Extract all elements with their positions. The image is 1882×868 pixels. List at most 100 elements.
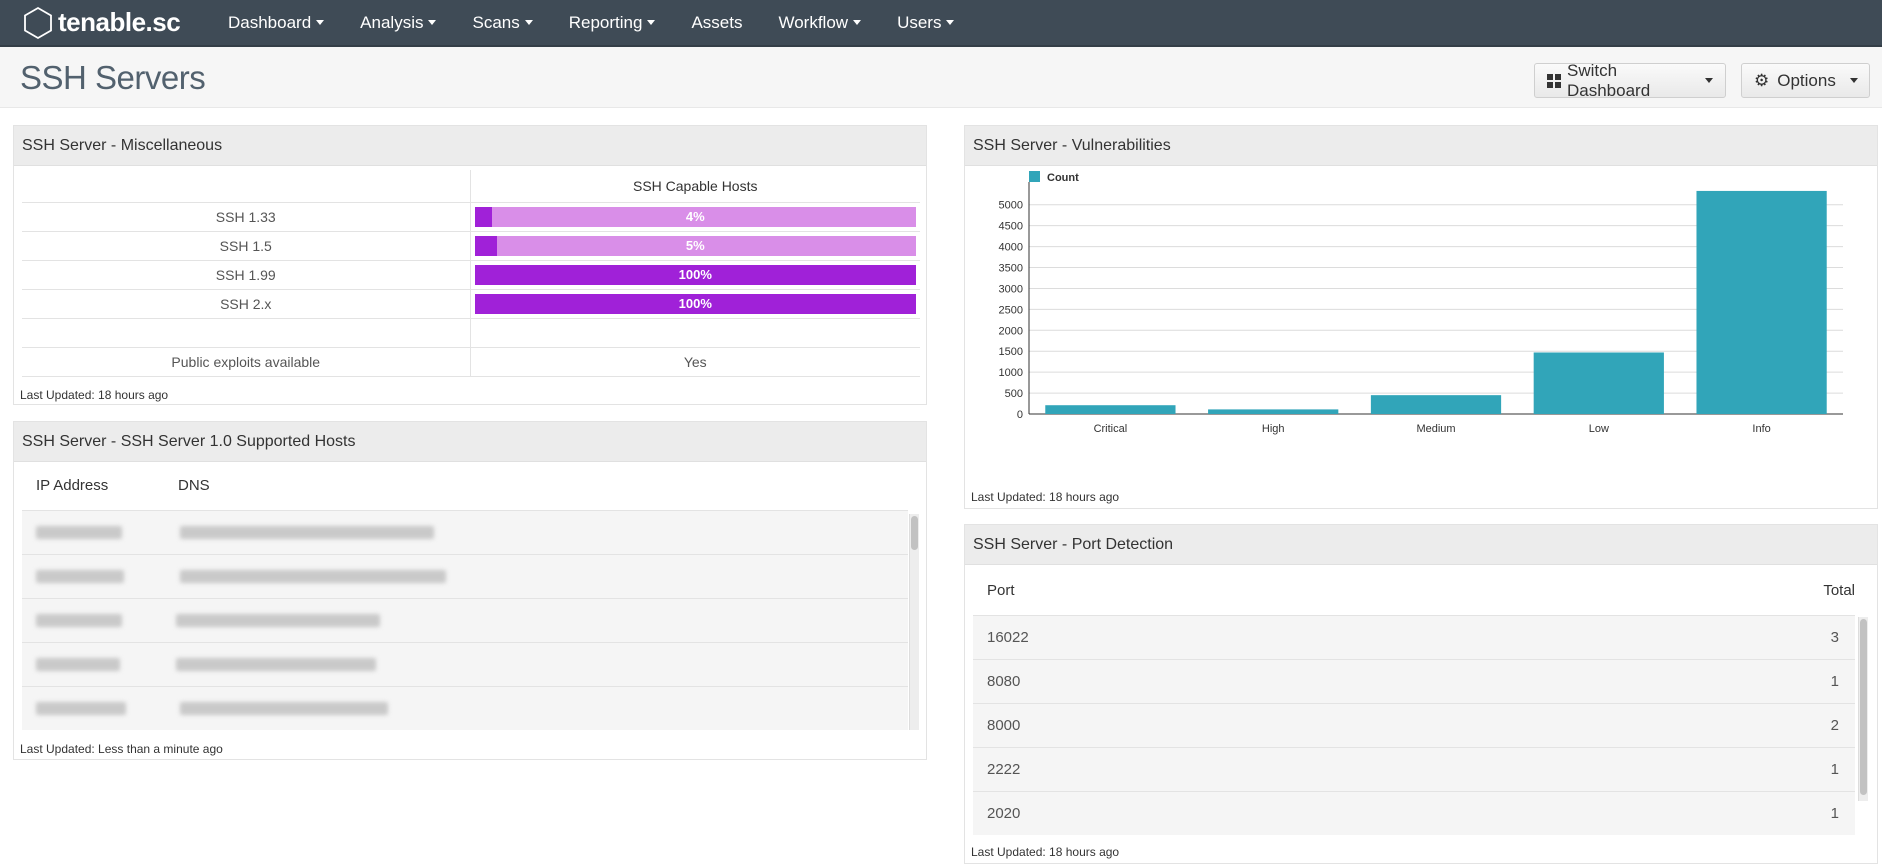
percent-bar: 100% [474,264,916,285]
chevron-down-icon [316,20,325,25]
panel-title: SSH Server - Vulnerabilities [965,126,1877,166]
total-header[interactable]: Total [1823,582,1855,599]
port-header[interactable]: Port [987,582,1015,599]
switch-dashboard-button[interactable]: Switch Dashboard [1534,61,1726,100]
tenable-logo[interactable]: tenable.sc [20,0,198,46]
hosts-scrollbar[interactable] [909,514,919,730]
y-tick-label: 5000 [999,200,1023,212]
ssh-version-label: SSH 1.33 [22,202,471,232]
percent-bar-fill [474,264,916,285]
options-button[interactable]: ⚙ Options [1741,63,1870,98]
bar-high [1208,409,1339,414]
exploits-value: Yes [470,347,920,377]
page-title: SSH Servers [20,59,206,96]
table-row[interactable]: 8080 1 [973,659,1855,703]
scrollbar-thumb[interactable] [911,516,918,550]
redacted-ip [36,658,120,671]
port-value: 8080 [987,673,1021,690]
nav-workflow[interactable]: Workflow [760,0,879,46]
total-value: 1 [1830,805,1839,822]
vulnerabilities-bar-chart: 0 500 1000 1500 2000 2500 3000 3500 4000 4500 5000… [999,171,1843,435]
nav-analysis[interactable]: Analysis [342,0,454,46]
nav-analysis-label: Analysis [360,12,424,32]
redacted-ip [36,570,124,583]
nav-dashboard-label: Dashboard [228,12,312,32]
table-row[interactable] [22,686,908,730]
nav-users-label: Users [897,12,942,32]
redacted-dns [180,526,434,539]
x-tick-label: Critical [1094,423,1128,435]
y-tick-label: 0 [1017,409,1023,421]
port-scrollbar[interactable] [1858,617,1868,801]
ssh-version-label: SSH 1.5 [22,231,471,261]
table-row[interactable]: 2020 1 [973,791,1855,835]
chevron-down-icon [647,20,656,25]
dns-header[interactable]: DNS [178,477,210,494]
panel-title: SSH Server - Port Detection [965,525,1877,565]
table-row[interactable]: SSH 1.99 100% [22,260,920,290]
bar-low [1533,352,1664,414]
scrollbar-thumb[interactable] [1860,619,1867,795]
ssh-version-label: SSH 2.x [22,289,471,319]
total-value: 1 [1830,761,1839,778]
table-row[interactable]: 2222 1 [973,747,1855,791]
percent-label: 4% [685,208,705,224]
nav-reporting[interactable]: Reporting [551,0,674,46]
chevron-down-icon [428,20,437,25]
table-row[interactable]: SSH 1.33 4% [22,202,920,232]
gear-icon: ⚙ [1754,70,1770,90]
table-row[interactable]: SSH 1.5 5% [22,231,920,261]
chevron-down-icon [946,20,955,25]
last-updated: Last Updated: 18 hours ago [20,388,169,402]
table-row[interactable] [22,598,908,642]
ip-address-header[interactable]: IP Address [36,477,109,494]
port-value: 2020 [987,805,1021,822]
vulnerabilities-panel: SSH Server - Vulnerabilities 0 500 1000 150… [964,125,1878,509]
table-row[interactable]: 16022 3 [973,615,1855,659]
table-row[interactable]: Public exploits available Yes [22,347,920,377]
percent-bar-fill [474,206,493,227]
panel-title: SSH Server - SSH Server 1.0 Supported Ho… [14,422,926,462]
x-tick-label: Info [1752,423,1770,435]
percent-label: 100% [678,266,712,282]
last-updated: Last Updated: 18 hours ago [971,845,1120,859]
x-tick-label: Low [1589,423,1609,435]
nav-assets[interactable]: Assets [673,0,760,46]
dashboard-grid-icon [1547,73,1561,88]
options-label: Options [1777,70,1836,90]
y-tick-label: 4000 [999,242,1023,254]
nav-scans[interactable]: Scans [454,0,550,46]
bar-info [1696,190,1827,414]
chevron-down-icon [1849,78,1858,83]
chevron-down-icon [524,20,533,25]
table-row[interactable]: 8000 2 [973,703,1855,747]
percent-bar-fill [474,235,497,256]
last-updated: Last Updated: 18 hours ago [971,490,1120,504]
port-detection-panel: SSH Server - Port Detection Port Total 1… [964,524,1878,864]
top-navbar: tenable.sc Dashboard Analysis Scans Repo… [0,0,1882,47]
misc-panel: SSH Server - Miscellaneous SSH Capable H… [13,125,927,405]
panel-title: SSH Server - Miscellaneous [14,126,926,166]
redacted-dns [180,702,388,715]
nav-dashboard[interactable]: Dashboard [210,0,342,46]
ssh-capable-hosts-header: SSH Capable Hosts [470,170,920,203]
port-value: 16022 [987,629,1029,646]
percent-bar: 100% [474,293,916,314]
y-tick-label: 3500 [999,263,1023,275]
redacted-ip [36,614,122,627]
empty-cell [22,318,471,348]
table-row[interactable] [22,642,908,686]
port-value: 2222 [987,761,1021,778]
table-row[interactable] [22,554,908,598]
bar-critical [1045,405,1176,414]
ssh-version-label: SSH 1.99 [22,260,471,290]
exploits-label: Public exploits available [22,347,471,377]
table-row[interactable]: SSH 2.x 100% [22,289,920,319]
percent-bar-fill [474,293,916,314]
y-tick-label: 500 [1005,388,1023,400]
table-row[interactable] [22,510,908,554]
table-row-spacer [22,318,920,348]
hosts-panel: SSH Server - SSH Server 1.0 Supported Ho… [13,421,927,760]
legend-label: Count [1047,172,1079,184]
nav-users[interactable]: Users [879,0,972,46]
